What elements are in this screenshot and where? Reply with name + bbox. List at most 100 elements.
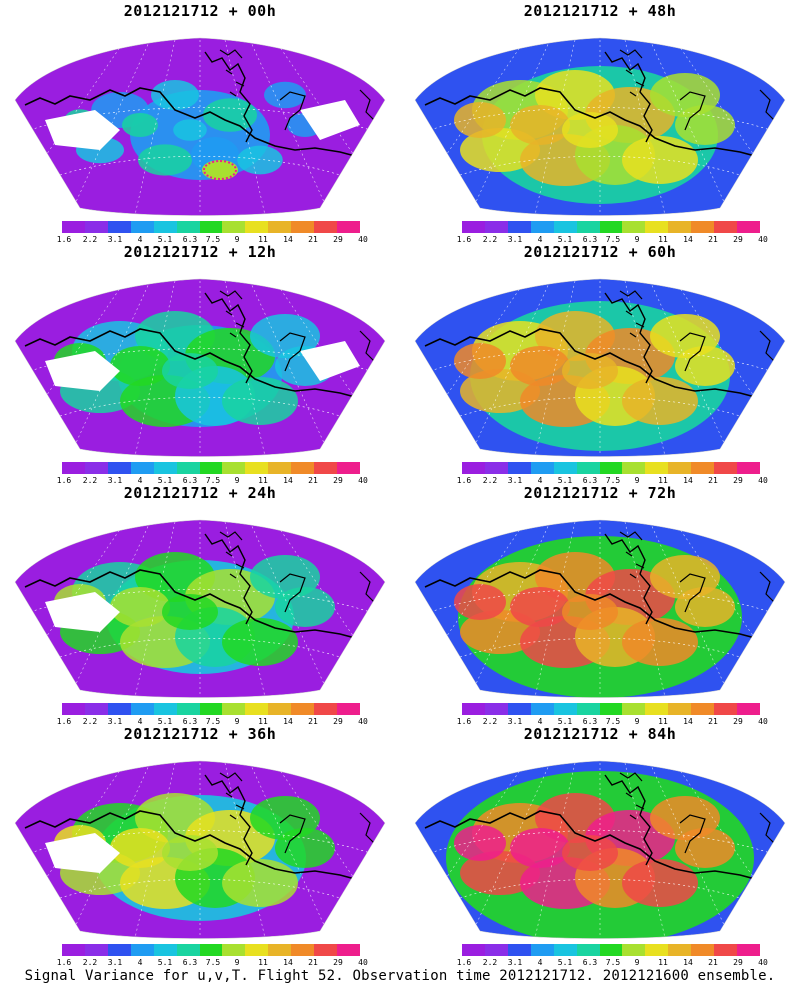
colorbar-label: 4 (137, 717, 143, 726)
colorbar-swatch (622, 462, 646, 474)
colorbar-swatch (199, 944, 223, 956)
colorbar-label: 29 (733, 476, 743, 485)
colorbar-swatch (176, 703, 200, 715)
colorbar-label: 14 (283, 958, 293, 967)
colorbar-swatch (268, 944, 292, 956)
colorbar-swatch (130, 462, 154, 474)
colorbar-label: 9 (234, 235, 240, 244)
colorbar-label: 2.2 (82, 476, 98, 485)
colorbar-label: 40 (358, 476, 368, 485)
colorbar-labels: 1.6 2.2 3.1 4 5.1 6.3 7.5 9 11 14 21 29 40 (450, 235, 770, 245)
colorbar-label: 5.1 (157, 235, 173, 244)
colorbar-label: 4 (537, 235, 543, 244)
colorbar-swatch (645, 221, 669, 233)
colorbar-swatch (691, 703, 715, 715)
colorbar-labels: 1.6 2.2 3.1 4 5.1 6.3 7.5 9 11 14 21 29 40 (450, 958, 770, 968)
map-panel: 2012121712 + 60h 1.6 2.2 3.1 4 5.1 6.3 7.5 9 11 14… (400, 241, 800, 486)
colorbar-label: 11 (658, 717, 668, 726)
colorbar-label: 1.6 (456, 958, 472, 967)
colorbar-swatch (176, 944, 200, 956)
colorbar-swatch (507, 462, 531, 474)
colorbar-label: 11 (258, 958, 268, 967)
colorbar-label: 14 (683, 235, 693, 244)
colorbar-label: 21 (708, 235, 718, 244)
colorbar-swatch (130, 944, 154, 956)
colorbar-label: 9 (634, 717, 640, 726)
colorbar-swatch (714, 462, 738, 474)
colorbar-swatch (576, 462, 600, 474)
colorbar-swatch (484, 221, 508, 233)
colorbar-swatch (530, 462, 554, 474)
colorbar-label: 21 (308, 958, 318, 967)
colorbar-labels: 1.6 2.2 3.1 4 5.1 6.3 7.5 9 11 14 21 29 40 (450, 717, 770, 727)
colorbar-swatch (337, 462, 360, 474)
colorbar-label: 9 (234, 717, 240, 726)
variance-map (414, 278, 786, 457)
colorbar-swatch (337, 703, 360, 715)
colorbar-swatch (84, 944, 108, 956)
colorbar-swatch (337, 944, 360, 956)
colorbar-label: 5.1 (557, 476, 573, 485)
colorbar-swatch (714, 221, 738, 233)
colorbar-swatch (245, 462, 269, 474)
colorbar-swatch (553, 462, 577, 474)
colorbar-swatch (576, 703, 600, 715)
colorbar-label: 21 (308, 476, 318, 485)
colorbar-label: 2.2 (482, 717, 498, 726)
variance-map (14, 760, 386, 939)
colorbar-label: 7.5 (205, 476, 221, 485)
colorbar-label: 2.2 (482, 235, 498, 244)
colorbar-label: 5.1 (557, 717, 573, 726)
colorbar-swatch (245, 221, 269, 233)
colorbar-label: 1.6 (456, 476, 472, 485)
colorbar-label: 1.6 (456, 717, 472, 726)
colorbar-swatch (222, 221, 246, 233)
colorbar-swatch (268, 221, 292, 233)
colorbar-label: 11 (658, 958, 668, 967)
colorbar-swatch (84, 221, 108, 233)
colorbar-label: 7.5 (205, 235, 221, 244)
colorbar-swatch (645, 462, 669, 474)
colorbar-swatch (507, 944, 531, 956)
colorbar-swatch (107, 462, 131, 474)
colorbar-swatch (691, 462, 715, 474)
colorbar-label: 6.3 (182, 717, 198, 726)
colorbar-label: 1.6 (56, 717, 72, 726)
colorbar-label: 6.3 (582, 958, 598, 967)
colorbar-label: 40 (758, 717, 768, 726)
colorbar-label: 7.5 (605, 476, 621, 485)
panel-title: 2012121712 + 36h (123, 725, 277, 743)
colorbar-swatch (576, 944, 600, 956)
colorbar-swatch (107, 703, 131, 715)
colorbar-swatch (599, 221, 623, 233)
colorbar-label: 14 (283, 235, 293, 244)
colorbar-label: 40 (358, 717, 368, 726)
map-panel: 2012121712 + 24h 1.6 2.2 3.1 4 5.1 6.3 7.5 9 11 14… (0, 482, 400, 727)
colorbar-label: 3.1 (507, 958, 523, 967)
colorbar-labels: 1.6 2.2 3.1 4 5.1 6.3 7.5 9 11 14 21 29 40 (50, 958, 370, 968)
colorbar-swatch (507, 703, 531, 715)
colorbar-label: 14 (683, 958, 693, 967)
colorbar-label: 5.1 (557, 958, 573, 967)
colorbar-swatch (107, 221, 131, 233)
colorbar-label: 21 (708, 717, 718, 726)
colorbar-swatch (599, 703, 623, 715)
colorbar-swatch (222, 703, 246, 715)
colorbar-swatch (62, 944, 85, 956)
colorbar-label: 4 (537, 476, 543, 485)
colorbar-label: 2.2 (482, 958, 498, 967)
colorbar-label: 4 (137, 958, 143, 967)
colorbar-label: 11 (658, 235, 668, 244)
colorbar-swatch (153, 944, 177, 956)
colorbar-label: 29 (333, 958, 343, 967)
colorbar-label: 7.5 (605, 717, 621, 726)
colorbar-swatch (714, 944, 738, 956)
colorbar-swatch (668, 462, 692, 474)
colorbar-label: 1.6 (56, 958, 72, 967)
colorbar-swatch (530, 944, 554, 956)
colorbar (462, 221, 760, 233)
colorbar-swatch (484, 462, 508, 474)
panel-title: 2012121712 + 00h (123, 2, 277, 20)
colorbar-swatch (530, 221, 554, 233)
colorbar-swatch (484, 944, 508, 956)
